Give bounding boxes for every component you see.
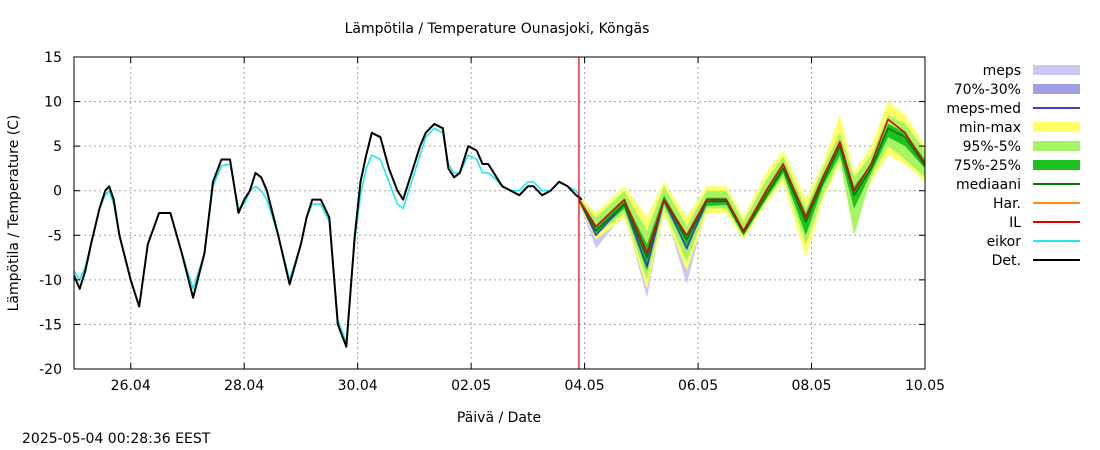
y-tick-label: 15 — [44, 50, 62, 66]
y-tick-label: 5 — [53, 139, 62, 155]
plot-frame — [73, 56, 926, 370]
legend-label-mediaani: mediaani — [956, 177, 1021, 193]
x-tick-label: 10.05 — [905, 378, 945, 394]
legend-swatch-min-max — [1033, 122, 1080, 132]
x-axis-label: Päivä / Date — [457, 410, 541, 426]
x-tick-label: 30.04 — [338, 378, 378, 394]
forecast-bands — [578, 101, 925, 298]
series-lines — [73, 118, 926, 348]
legend-label-meps-med: meps-med — [946, 101, 1021, 117]
band-75-25 — [578, 123, 925, 271]
series-line-mediaani — [578, 127, 926, 259]
legend-swatch-70-30 — [1033, 84, 1080, 94]
legend-label-min-max: min-max — [959, 120, 1021, 136]
x-tick-label: 02.05 — [451, 378, 491, 394]
chart-title: Lämpötila / Temperature Ounasjoki, Köngä… — [345, 21, 650, 37]
legend-label-70-30: 70%-30% — [954, 82, 1021, 98]
series-line-det — [73, 122, 583, 348]
y-axis-label: Lämpötila / Temperature (C) — [6, 115, 22, 312]
legend-label-95-5: 95%-5% — [963, 139, 1021, 155]
axis-ticks: 15 10 5 0 -5 -10 -15 -20 26.04 28.04 30.04 02.05 04.… — [39, 50, 945, 394]
legend-label-det: Det. — [992, 253, 1021, 269]
legend: meps 70%-30% meps-med min-max 95%-5% 75%-25% m… — [946, 63, 1080, 269]
y-tick-label: -15 — [39, 317, 62, 333]
legend-swatch-75-25 — [1033, 160, 1080, 170]
grid-lines — [74, 57, 925, 369]
legend-label-75-25: 75%-25% — [954, 158, 1021, 174]
legend-label-eikor: eikor — [987, 234, 1022, 250]
y-tick-label: -10 — [39, 273, 62, 289]
legend-label-meps: meps — [983, 63, 1021, 79]
x-tick-label: 26.04 — [111, 378, 151, 394]
legend-swatch-meps — [1033, 65, 1080, 75]
x-tick-label: 28.04 — [224, 378, 264, 394]
y-tick-label: 10 — [44, 95, 62, 111]
x-tick-label: 04.05 — [565, 378, 605, 394]
legend-swatch-95-5 — [1033, 141, 1080, 151]
x-tick-label: 06.05 — [678, 378, 718, 394]
legend-label-il: IL — [1009, 215, 1021, 231]
series-line-il — [578, 118, 926, 254]
y-tick-label: 0 — [53, 184, 62, 200]
timestamp-label: 2025-05-04 00:28:36 EEST — [22, 431, 211, 447]
y-tick-label: -5 — [48, 228, 62, 244]
legend-label-har: Har. — [993, 196, 1021, 212]
band-min-max — [578, 101, 925, 289]
x-tick-label: 08.05 — [791, 378, 831, 394]
y-tick-label: -20 — [39, 362, 62, 378]
